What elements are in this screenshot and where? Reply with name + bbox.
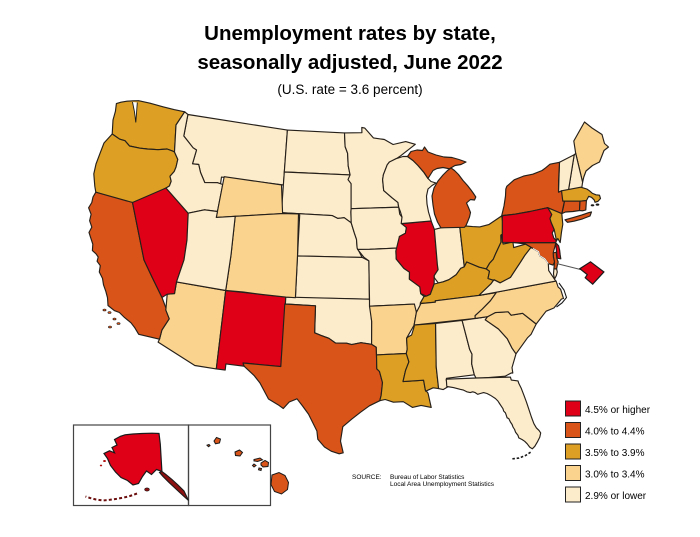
svg-text:Local Area Unemployment Statis: Local Area Unemployment Statistics	[390, 481, 495, 488]
svg-text:3.0% to 3.4%: 3.0% to 3.4%	[585, 469, 645, 480]
svg-text:SOURCE:: SOURCE:	[352, 474, 382, 481]
svg-text:4.5% or higher: 4.5% or higher	[585, 405, 651, 416]
svg-text:3.5% to 3.9%: 3.5% to 3.9%	[585, 448, 645, 459]
svg-text:2.9% or lower: 2.9% or lower	[585, 491, 647, 502]
svg-text:4.0% to 4.4%: 4.0% to 4.4%	[585, 426, 645, 437]
svg-text:Bureau of Labor Statistics: Bureau of Labor Statistics	[390, 474, 465, 481]
